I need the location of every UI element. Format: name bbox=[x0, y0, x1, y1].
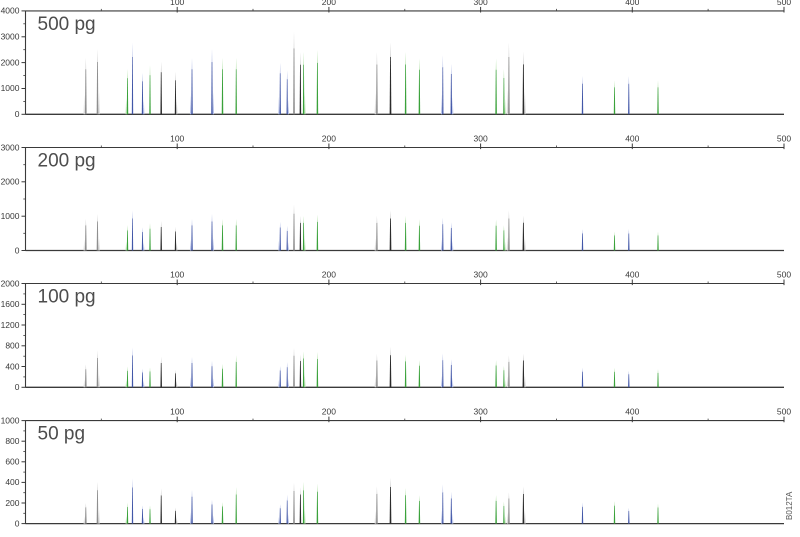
svg-text:1000: 1000 bbox=[1, 415, 20, 425]
svg-text:500: 500 bbox=[777, 0, 791, 7]
svg-text:300: 300 bbox=[474, 134, 488, 144]
svg-text:500 pg: 500 pg bbox=[38, 14, 96, 35]
svg-text:0: 0 bbox=[15, 382, 20, 392]
svg-text:400: 400 bbox=[625, 0, 639, 7]
svg-text:400: 400 bbox=[625, 407, 639, 417]
svg-text:200: 200 bbox=[322, 134, 336, 144]
svg-text:300: 300 bbox=[474, 0, 488, 7]
svg-text:400: 400 bbox=[625, 270, 639, 280]
svg-text:200: 200 bbox=[322, 0, 336, 7]
svg-text:400: 400 bbox=[625, 134, 639, 144]
svg-text:400: 400 bbox=[5, 361, 19, 371]
svg-text:200: 200 bbox=[322, 270, 336, 280]
svg-text:4000: 4000 bbox=[1, 6, 20, 16]
svg-text:100: 100 bbox=[170, 0, 184, 7]
svg-text:100: 100 bbox=[170, 407, 184, 417]
svg-text:B012TA: B012TA bbox=[785, 491, 794, 520]
svg-text:200: 200 bbox=[5, 498, 19, 508]
svg-text:2000: 2000 bbox=[1, 278, 20, 288]
svg-text:200 pg: 200 pg bbox=[38, 151, 96, 172]
svg-text:0: 0 bbox=[15, 109, 20, 119]
svg-text:1000: 1000 bbox=[1, 83, 20, 93]
svg-text:800: 800 bbox=[5, 436, 19, 446]
svg-text:800: 800 bbox=[5, 341, 19, 351]
svg-text:2000: 2000 bbox=[1, 57, 20, 67]
svg-text:600: 600 bbox=[5, 457, 19, 467]
svg-text:100: 100 bbox=[170, 134, 184, 144]
svg-text:300: 300 bbox=[474, 270, 488, 280]
svg-text:2000: 2000 bbox=[1, 177, 20, 187]
svg-text:400: 400 bbox=[5, 477, 19, 487]
svg-text:3000: 3000 bbox=[1, 32, 20, 42]
svg-text:500: 500 bbox=[777, 407, 791, 417]
svg-text:1200: 1200 bbox=[1, 320, 20, 330]
svg-text:50 pg: 50 pg bbox=[38, 424, 86, 445]
svg-text:1600: 1600 bbox=[1, 299, 20, 309]
svg-text:100: 100 bbox=[170, 270, 184, 280]
svg-text:500: 500 bbox=[777, 270, 791, 280]
svg-text:300: 300 bbox=[474, 407, 488, 417]
svg-text:1000: 1000 bbox=[1, 211, 20, 221]
svg-text:0: 0 bbox=[15, 245, 20, 255]
svg-text:0: 0 bbox=[15, 518, 20, 528]
svg-text:3000: 3000 bbox=[1, 142, 20, 152]
svg-text:100 pg: 100 pg bbox=[38, 287, 96, 308]
svg-text:500: 500 bbox=[777, 134, 791, 144]
svg-text:200: 200 bbox=[322, 407, 336, 417]
